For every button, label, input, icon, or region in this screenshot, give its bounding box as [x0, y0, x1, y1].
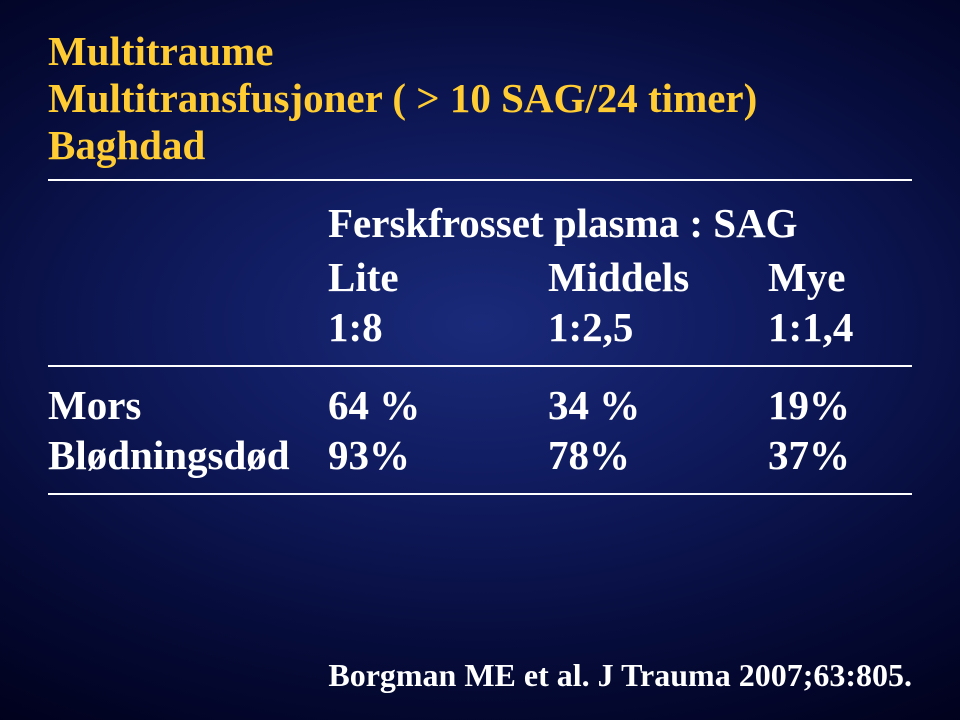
slide-container: Multitraume Multitransfusjoner ( > 10 SA…: [0, 0, 960, 720]
row-blod-c1: 93%: [328, 431, 548, 479]
table-ratio-empty: [48, 303, 328, 351]
row-label-blod: Blødningsdød: [48, 431, 328, 479]
divider-bottom: [48, 493, 912, 495]
table-ratio-row: 1:8 1:2,5 1:1,4: [48, 303, 912, 351]
citation-text: Borgman ME et al. J Trauma 2007;63:805.: [328, 657, 912, 694]
title-line-3: Baghdad: [48, 122, 912, 169]
divider-mid: [48, 365, 912, 367]
table-header-row: Lite Middels Mye: [48, 253, 912, 301]
divider-top: [48, 179, 912, 181]
table-row: Mors 64 % 34 % 19%: [48, 381, 912, 429]
table-ratio-3: 1:1,4: [768, 303, 928, 351]
title-line-1: Multitraume: [48, 28, 912, 75]
subtitle: Ferskfrosset plasma : SAG: [328, 199, 912, 247]
table-row: Blødningsdød 93% 78% 37%: [48, 431, 912, 479]
row-blod-c2: 78%: [548, 431, 768, 479]
title-block: Multitraume Multitransfusjoner ( > 10 SA…: [48, 28, 912, 169]
table-header-middels: Middels: [548, 253, 768, 301]
row-mors-c2: 34 %: [548, 381, 768, 429]
row-mors-c1: 64 %: [328, 381, 548, 429]
title-line-2: Multitransfusjoner ( > 10 SAG/24 timer): [48, 75, 912, 122]
row-blod-c3: 37%: [768, 431, 928, 479]
table-header-empty: [48, 253, 328, 301]
table-ratio-1: 1:8: [328, 303, 548, 351]
row-mors-c3: 19%: [768, 381, 928, 429]
row-label-mors: Mors: [48, 381, 328, 429]
table-header-lite: Lite: [328, 253, 548, 301]
table-ratio-2: 1:2,5: [548, 303, 768, 351]
table-header-mye: Mye: [768, 253, 928, 301]
